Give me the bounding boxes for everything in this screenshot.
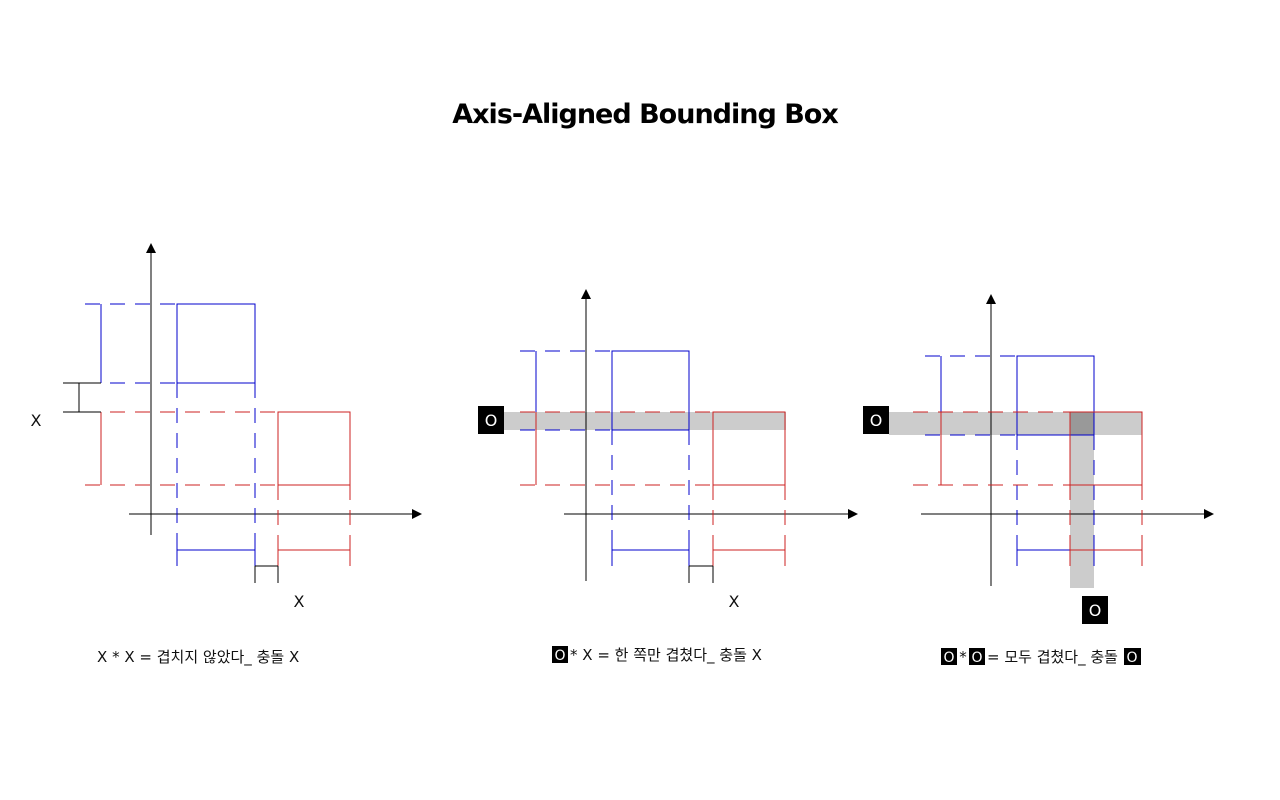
caption-right-mark: X bbox=[124, 648, 134, 666]
caption-left-badge bbox=[941, 648, 957, 665]
x-gap-bracket bbox=[254, 565, 279, 583]
box-a-projections bbox=[85, 303, 256, 550]
y-overlap-badge bbox=[863, 406, 889, 434]
box-b-projections bbox=[85, 411, 351, 550]
y-overlap-band bbox=[504, 412, 786, 430]
caption-panel-1: X * X = 겹치지 않았다_ 충돌 X bbox=[97, 648, 299, 667]
x-overlap-marker: O bbox=[1089, 601, 1102, 620]
y-overlap-marker: O bbox=[485, 411, 498, 430]
caption-text: = 모두 겹쳤다_ 충돌 bbox=[987, 648, 1118, 667]
caption-text: = 겹치지 않았다_ 충돌 X bbox=[139, 648, 299, 667]
box-b bbox=[277, 411, 351, 486]
box-b-projections bbox=[913, 411, 1143, 550]
box-a-projections bbox=[925, 355, 1095, 550]
caption-left-mark: O bbox=[943, 650, 954, 666]
box-b-x-extent bbox=[712, 543, 786, 566]
box-a bbox=[176, 303, 256, 384]
y-overlap-band bbox=[889, 412, 1142, 435]
x-overlap-badge bbox=[1082, 596, 1108, 624]
caption-panel-2: * X = 한 쪽만 겹쳤다_ 충돌 X bbox=[570, 646, 762, 665]
caption-left-badge bbox=[552, 646, 568, 663]
box-a-projections bbox=[520, 350, 690, 550]
box-a-x-extent bbox=[611, 543, 690, 566]
x-overlap-marker: X bbox=[729, 592, 740, 611]
caption-result-badge bbox=[1124, 648, 1141, 665]
overlap-intersection bbox=[1070, 412, 1094, 435]
box-b bbox=[1069, 411, 1143, 486]
caption-right-mark: X bbox=[582, 646, 592, 664]
caption-left-mark: X bbox=[97, 648, 107, 666]
box-a bbox=[611, 350, 690, 431]
box-b-x-extent bbox=[1069, 543, 1143, 566]
caption-text: = 한 쪽만 겹쳤다_ 충돌 X bbox=[597, 646, 762, 665]
panel-no-overlap: X X X * X = 겹치지 않았다_ 충돌 X bbox=[31, 243, 422, 667]
y-overlap-marker: O bbox=[870, 411, 883, 430]
box-b bbox=[712, 411, 786, 486]
x-overlap-band bbox=[1070, 412, 1094, 588]
caption-left-mark: O bbox=[554, 648, 565, 664]
box-a bbox=[1016, 355, 1095, 436]
box-b-projections bbox=[520, 411, 786, 550]
y-overlap-marker: X bbox=[31, 411, 42, 430]
diagram-title: Axis-Aligned Bounding Box bbox=[452, 99, 838, 130]
y-gap-bracket bbox=[63, 382, 101, 413]
box-b-x-extent bbox=[277, 543, 351, 566]
y-overlap-badge bbox=[478, 406, 504, 434]
x-gap-bracket bbox=[688, 565, 714, 583]
box-a-x-extent bbox=[176, 543, 256, 566]
caption-op: * bbox=[570, 646, 578, 664]
x-overlap-marker: X bbox=[294, 592, 305, 611]
caption-result-mark: O bbox=[1126, 650, 1137, 666]
caption-op: * bbox=[959, 648, 967, 666]
caption-op: * bbox=[112, 648, 120, 666]
caption-right-mark: O bbox=[971, 650, 982, 666]
panel-y-overlap: O X O * X = 한 쪽만 겹쳤다_ 충돌 X bbox=[478, 289, 858, 665]
caption-right-badge bbox=[969, 648, 985, 665]
panel-both-overlap: O O O * O = 모두 겹쳤다_ 충돌 O bbox=[863, 294, 1214, 667]
